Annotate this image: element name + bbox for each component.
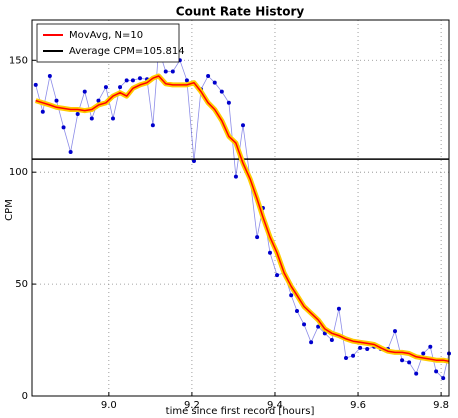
data-point	[219, 89, 224, 94]
legend-label: MovAvg, N=10	[69, 30, 143, 41]
data-point	[33, 82, 38, 87]
data-point	[316, 324, 321, 329]
data-point	[110, 116, 115, 121]
data-point	[289, 293, 294, 298]
data-point	[226, 100, 231, 105]
y-tick-label: 50	[15, 279, 28, 290]
x-tick-label: 9.6	[350, 400, 366, 411]
data-point	[124, 78, 129, 83]
chart-title: Count Rate History	[176, 5, 305, 19]
data-point	[191, 159, 196, 163]
data-point	[47, 73, 52, 78]
data-point	[414, 371, 419, 376]
y-tick-label: 0	[22, 391, 28, 402]
data-point	[329, 338, 334, 343]
data-point	[336, 306, 341, 311]
data-point	[343, 355, 348, 360]
data-point	[40, 109, 45, 114]
y-axis-label: CPM	[4, 199, 15, 221]
data-point	[407, 360, 412, 365]
data-point	[96, 98, 101, 103]
data-point	[103, 85, 108, 90]
data-point	[89, 116, 94, 121]
data-point	[150, 123, 155, 128]
data-point	[294, 308, 299, 313]
data-point	[184, 78, 189, 83]
x-tick-label: 9.0	[101, 400, 117, 411]
data-point	[275, 273, 280, 278]
data-point	[302, 322, 307, 327]
data-point	[240, 123, 245, 128]
plot-frame	[31, 19, 450, 397]
data-point	[393, 329, 398, 334]
data-point	[206, 73, 211, 78]
data-point	[118, 85, 123, 90]
data-point	[212, 80, 217, 85]
data-point	[434, 369, 439, 374]
legend-box	[36, 23, 180, 63]
x-axis-label: time since first record [hours]	[166, 406, 315, 417]
data-point	[68, 150, 73, 155]
data-point	[428, 344, 433, 349]
data-point	[365, 347, 370, 351]
data-point	[54, 98, 59, 103]
data-point	[61, 125, 66, 130]
data-point	[267, 250, 272, 255]
data-point	[309, 340, 314, 345]
data-point	[441, 376, 446, 381]
data-point	[170, 69, 175, 74]
plot-area	[32, 20, 449, 396]
data-point	[358, 345, 363, 350]
x-tick-label: 9.4	[267, 400, 283, 411]
data-point	[351, 353, 356, 358]
x-tick-label: 9.2	[184, 400, 200, 411]
data-point	[75, 112, 80, 116]
x-tick-label: 9.8	[433, 400, 449, 411]
data-point	[82, 89, 87, 94]
data-point	[130, 78, 135, 83]
data-point	[421, 351, 426, 356]
data-point	[255, 235, 260, 240]
moving-average-line	[35, 75, 450, 363]
data-point	[400, 358, 405, 363]
y-tick-label: 100	[9, 167, 28, 178]
data-point	[137, 76, 142, 81]
y-tick-label: 150	[9, 55, 28, 66]
data-point	[163, 69, 168, 74]
legend-label: Average CPM=105.814	[69, 46, 185, 57]
data-point	[233, 174, 238, 179]
